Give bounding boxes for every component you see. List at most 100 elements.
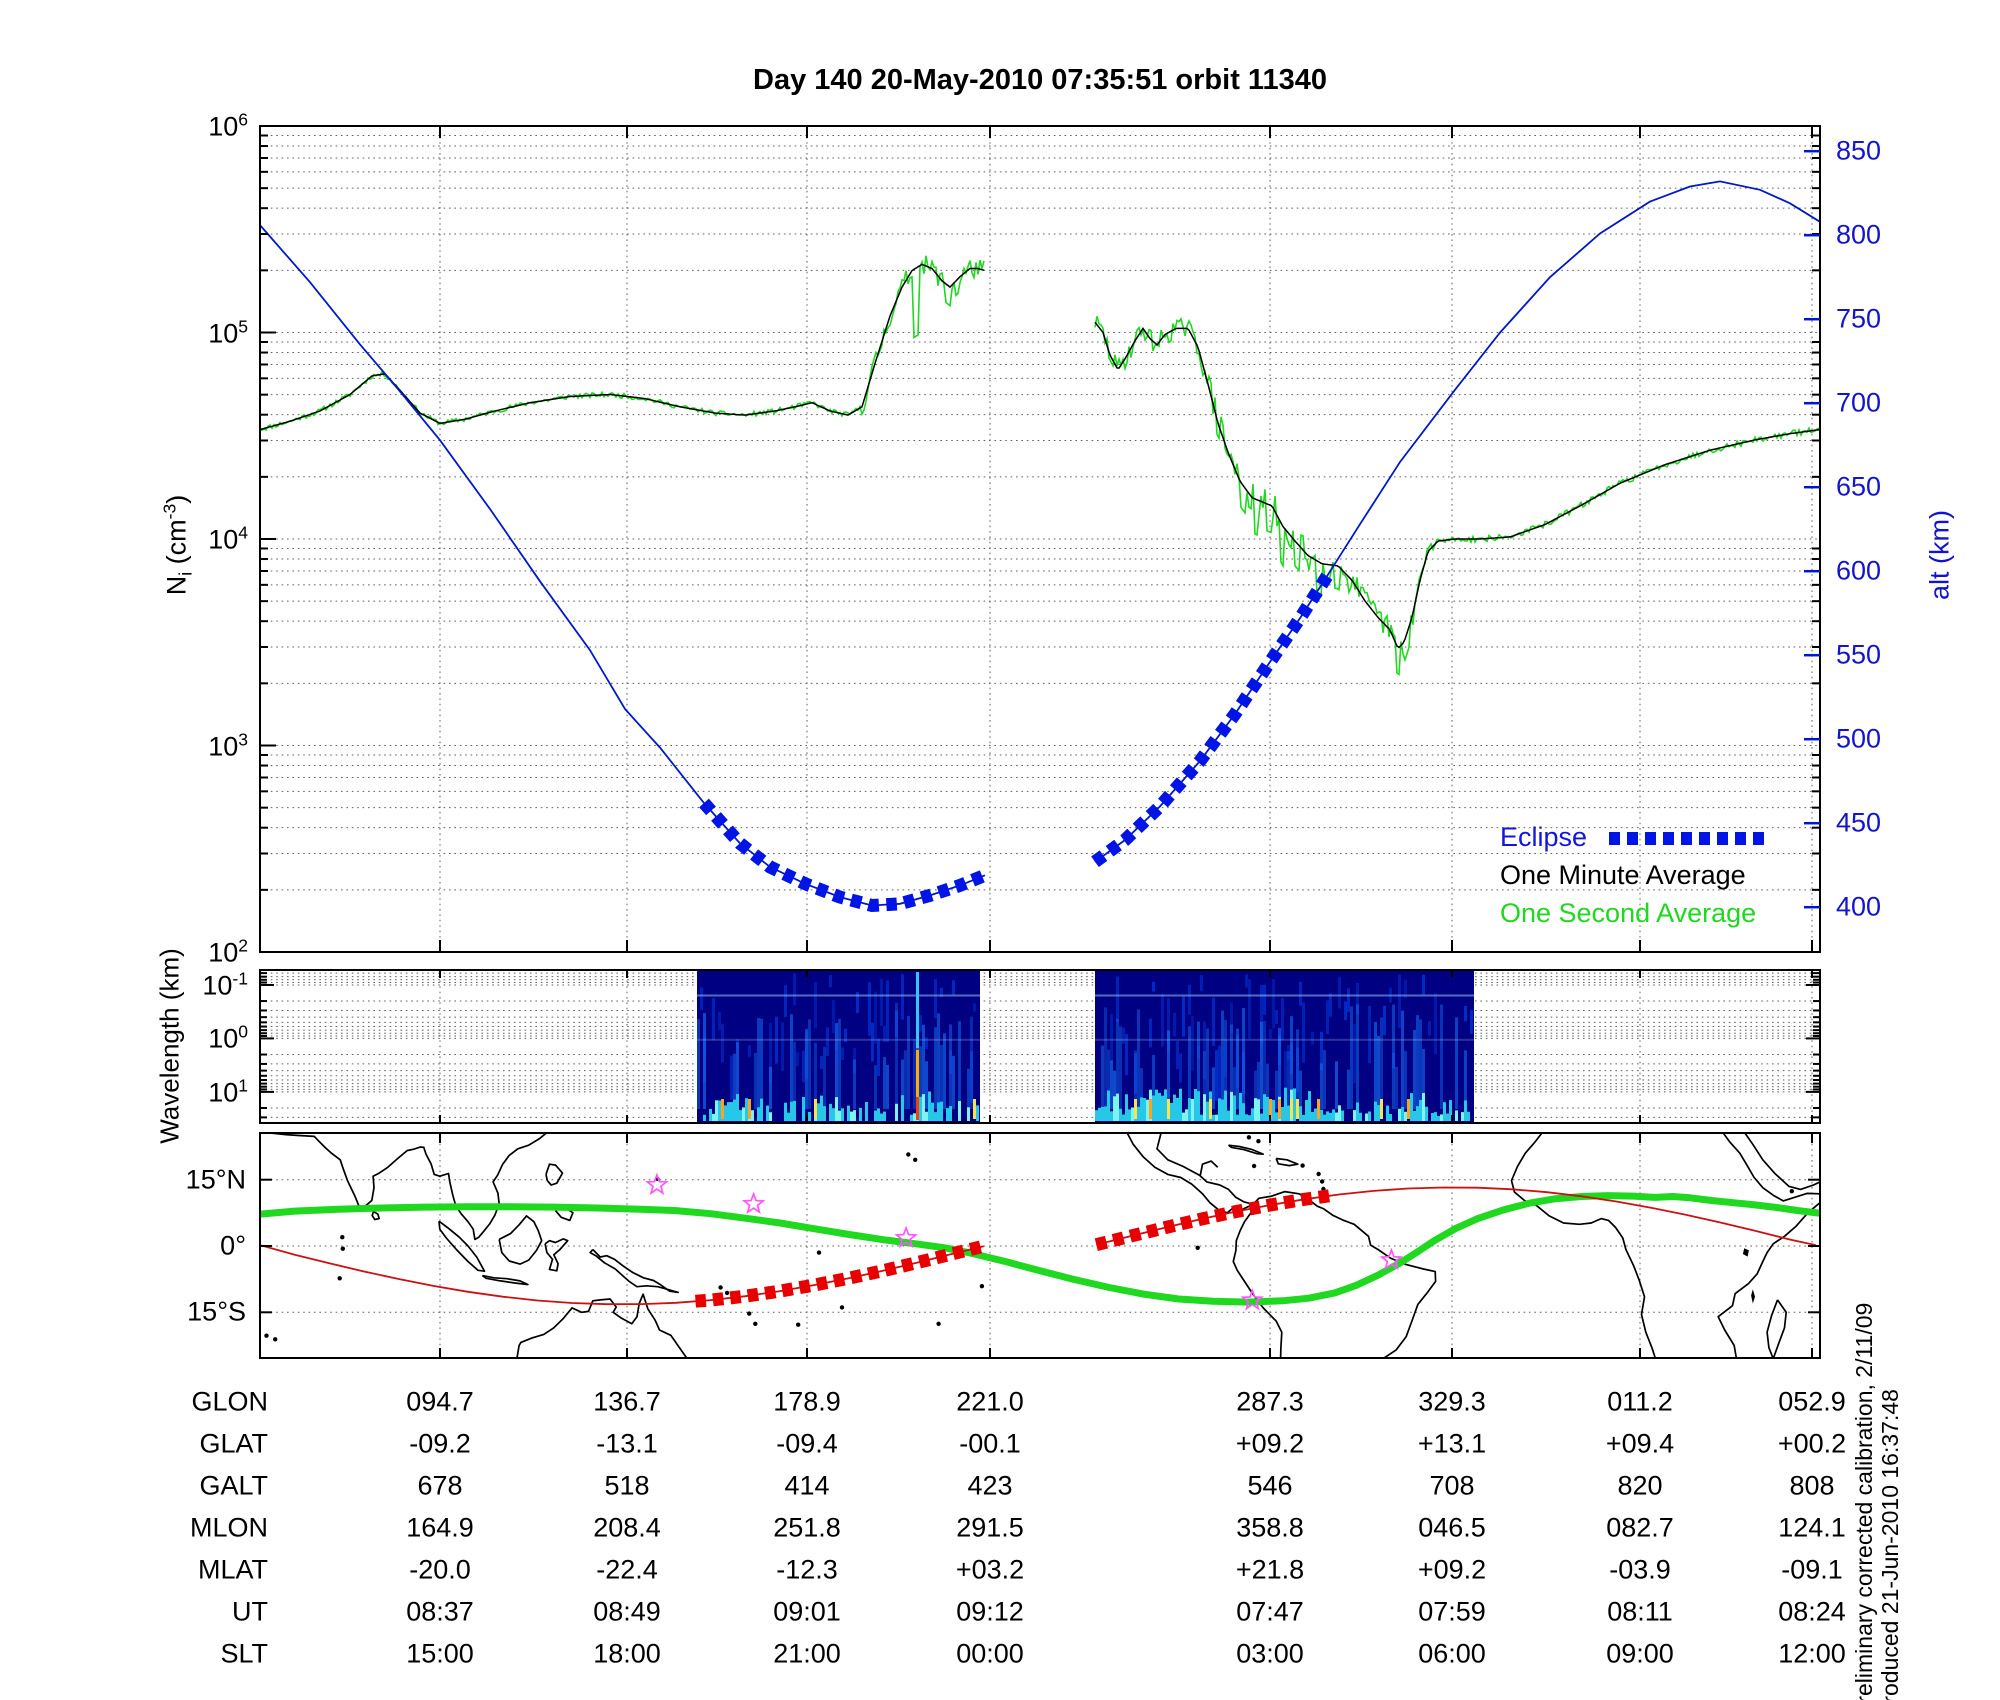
legend-item-one-second: One Second Average xyxy=(1500,898,1756,929)
alt-tick-label: 800 xyxy=(1836,219,1882,250)
table-value: +09.2 xyxy=(1417,1554,1487,1585)
wavelength-tick-label: 101 xyxy=(208,1075,248,1108)
table-value: 08:11 xyxy=(1607,1596,1673,1627)
table-value: +09.4 xyxy=(1605,1428,1675,1459)
table-value: 09:00 xyxy=(1606,1638,1674,1669)
map-stars xyxy=(645,1172,1404,1311)
table-row-label-slt: SLT xyxy=(220,1638,268,1669)
wavelength-spectrogram xyxy=(697,971,1474,1122)
alt-tick-label: 850 xyxy=(1836,135,1882,166)
alt-tick-label: 600 xyxy=(1836,555,1882,586)
legend-eclipse-dash-sample xyxy=(1609,832,1770,846)
table-row-label-glon: GLON xyxy=(191,1386,268,1417)
altitude-curve xyxy=(259,180,1821,913)
table-value: -09.4 xyxy=(776,1428,838,1459)
table-value: 329.3 xyxy=(1418,1386,1486,1417)
table-value: +03.2 xyxy=(955,1554,1025,1585)
density-axis-label: Ni (cm-3) xyxy=(159,494,196,596)
table-value: 136.7 xyxy=(593,1386,661,1417)
wavelength-tick-label: 10-1 xyxy=(202,968,248,1001)
alt-tick-label: 400 xyxy=(1836,891,1882,922)
legend-item-eclipse: Eclipse xyxy=(1500,822,1770,853)
table-value: 423 xyxy=(967,1470,1013,1501)
table-value: -22.4 xyxy=(596,1554,658,1585)
table-value: 03:00 xyxy=(1236,1638,1304,1669)
table-value: 287.3 xyxy=(1236,1386,1304,1417)
table-value: 124.1 xyxy=(1778,1512,1846,1543)
table-value: 546 xyxy=(1247,1470,1293,1501)
alt-tick-label: 650 xyxy=(1836,471,1882,502)
table-value: 178.9 xyxy=(773,1386,841,1417)
table-value: 08:37 xyxy=(406,1596,474,1627)
table-value: +21.8 xyxy=(1235,1554,1305,1585)
table-value: +13.1 xyxy=(1417,1428,1487,1459)
density-y-tick-label: 103 xyxy=(208,729,248,761)
axes xyxy=(259,125,1821,1359)
alt-tick-label: 500 xyxy=(1836,723,1882,754)
ion-density-curves xyxy=(259,255,1820,676)
table-value: 208.4 xyxy=(593,1512,661,1543)
altitude-axis-label: alt (km) xyxy=(1924,510,1955,600)
wavelength-axis-label: Wavelength (km) xyxy=(154,948,185,1144)
table-value: 164.9 xyxy=(406,1512,474,1543)
table-value: 15:00 xyxy=(406,1638,474,1669)
table-value: 678 xyxy=(417,1470,463,1501)
table-value: 046.5 xyxy=(1418,1512,1486,1543)
legend-eclipse-label: Eclipse xyxy=(1500,822,1588,852)
table-value: 358.8 xyxy=(1236,1512,1304,1543)
table-value: 251.8 xyxy=(773,1512,841,1543)
table-row-label-galt: GALT xyxy=(199,1470,268,1501)
table-value: 291.5 xyxy=(956,1512,1024,1543)
alt-tick-label: 700 xyxy=(1836,387,1882,418)
density-y-tick-label: 106 xyxy=(208,109,248,142)
table-value: +00.2 xyxy=(1777,1428,1847,1459)
map-lat-tick-label: 15°N xyxy=(185,1164,246,1195)
density-y-tick-label: 104 xyxy=(208,522,248,555)
table-value: 08:49 xyxy=(593,1596,661,1627)
table-value: -09.1 xyxy=(1781,1554,1843,1585)
table-value: 518 xyxy=(604,1470,650,1501)
density-y-tick-label: 105 xyxy=(208,316,248,348)
legend-one-minute-label: One Minute Average xyxy=(1500,860,1746,890)
table-value: -00.1 xyxy=(959,1428,1021,1459)
table-row-label-mlon: MLON xyxy=(189,1512,268,1543)
table-value: 09:12 xyxy=(956,1596,1024,1627)
table-value: 18:00 xyxy=(593,1638,661,1669)
alt-tick-label: 550 xyxy=(1836,639,1882,670)
table-row-label-ut: UT xyxy=(232,1596,268,1627)
table-value: 09:01 xyxy=(773,1596,841,1627)
map-lat-tick-label: 0° xyxy=(220,1230,246,1261)
legend-item-one-minute: One Minute Average xyxy=(1500,860,1746,891)
table-value: +09.2 xyxy=(1235,1428,1305,1459)
wavelength-tick-label: 100 xyxy=(208,1021,248,1054)
alt-tick-label: 450 xyxy=(1836,807,1882,838)
table-value: 082.7 xyxy=(1606,1512,1674,1543)
gridlines xyxy=(260,126,1820,1358)
map-lat-tick-label: 15°S xyxy=(187,1296,246,1327)
table-row-label-mlat: MLAT xyxy=(197,1554,268,1585)
table-value: 21:00 xyxy=(773,1638,841,1669)
table-value: 12:00 xyxy=(1778,1638,1846,1669)
table-value: -12.3 xyxy=(776,1554,838,1585)
legend-one-second-label: One Second Average xyxy=(1500,898,1757,928)
table-value: 094.7 xyxy=(406,1386,474,1417)
table-value: -20.0 xyxy=(409,1554,471,1585)
table-value: 07:47 xyxy=(1236,1596,1304,1627)
table-value: 06:00 xyxy=(1418,1638,1486,1669)
alt-tick-label: 750 xyxy=(1836,303,1882,334)
table-value: 08:24 xyxy=(1778,1596,1846,1627)
table-value: 00:00 xyxy=(956,1638,1024,1669)
table-value: -09.2 xyxy=(409,1428,471,1459)
density-y-tick-label: 102 xyxy=(208,935,248,968)
table-value: 414 xyxy=(784,1470,830,1501)
table-value: 011.2 xyxy=(1607,1386,1673,1417)
table-value: 708 xyxy=(1429,1470,1475,1501)
calibration-note: Preliminary corrected calibration, 2/11/… xyxy=(1851,1302,1877,1700)
table-value: -03.9 xyxy=(1609,1554,1671,1585)
table-value: 052.9 xyxy=(1778,1386,1846,1417)
table-row-label-glat: GLAT xyxy=(199,1428,268,1459)
figure-title: Day 140 20-May-2010 07:35:51 orbit 11340 xyxy=(753,64,1327,96)
table-value: 221.0 xyxy=(956,1386,1024,1417)
